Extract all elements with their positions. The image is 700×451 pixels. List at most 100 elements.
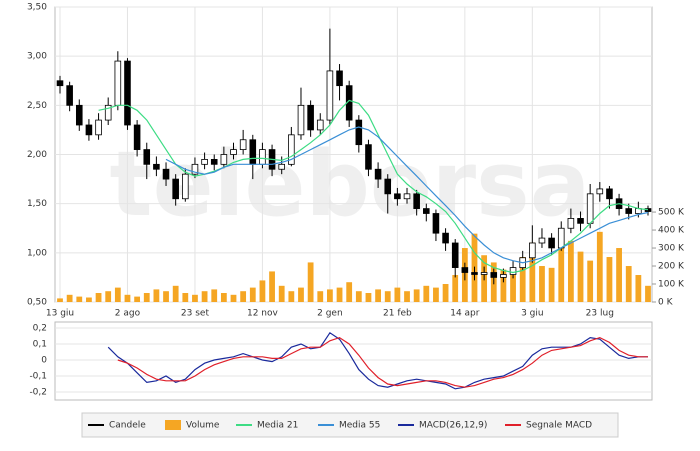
volume-bar	[500, 269, 507, 302]
volume-bar	[539, 266, 545, 302]
volume-bar	[201, 291, 208, 302]
volume-bar	[278, 285, 285, 302]
x-tick-label: 23 set	[181, 309, 210, 319]
candle-body	[596, 188, 604, 195]
volume-bar	[548, 267, 555, 302]
volume-bar	[288, 291, 295, 302]
y2-tick-label: 100 K	[658, 280, 685, 290]
volume-bar	[384, 291, 391, 302]
y2-tick-label: 400 K	[658, 226, 685, 236]
volume-bar	[375, 289, 381, 302]
volume-bar	[606, 257, 613, 302]
candle-body	[538, 237, 546, 244]
candle-body	[153, 163, 160, 170]
x-tick-label: 14 apr	[450, 309, 480, 319]
x-tick-label: 12 nov	[247, 309, 279, 319]
volume-bar	[510, 275, 516, 302]
volume-bar	[57, 298, 63, 302]
candle-body	[365, 144, 372, 170]
candle-body	[557, 227, 565, 249]
volume-bar	[336, 287, 343, 302]
legend-label: Segnale MACD	[526, 421, 592, 431]
candle-body	[104, 104, 112, 121]
y-tick-label: -0,2	[29, 388, 47, 398]
volume-bar	[346, 282, 353, 302]
volume-bar	[211, 289, 218, 302]
candle-body	[239, 139, 247, 150]
volume-bar	[114, 287, 121, 302]
candle-body	[529, 242, 536, 259]
line	[107, 331, 648, 390]
volume-bar	[452, 275, 459, 302]
candle-body	[307, 104, 314, 131]
candle-body	[461, 267, 469, 273]
volume-bar	[423, 285, 430, 302]
candle-body	[326, 70, 334, 121]
volume-bar	[404, 291, 410, 302]
candle-body	[75, 104, 83, 126]
candle-body	[509, 267, 517, 275]
candle-body	[432, 213, 440, 234]
x-tick-label: 23 lug	[586, 309, 614, 319]
candle-body	[374, 168, 382, 180]
candle-body	[172, 178, 179, 200]
candle-body	[480, 272, 488, 275]
volume-bar	[182, 293, 189, 302]
candle-body	[316, 119, 324, 131]
volume-bar	[413, 289, 420, 302]
y2-tick-label: 500 K	[658, 208, 685, 218]
y-tick-label: 0,1	[33, 340, 47, 350]
candle-body	[85, 124, 93, 136]
y-tick-label: 0,50	[27, 298, 47, 308]
volume-bar	[317, 291, 324, 302]
volume-bar	[433, 287, 439, 302]
candle-body	[201, 159, 208, 165]
volume-bar	[86, 297, 92, 302]
y-tick-label: -0,1	[29, 372, 47, 382]
y-tick-label: 3,00	[27, 52, 47, 62]
candle-body	[548, 237, 555, 249]
volume-bar	[230, 294, 237, 302]
candle-body	[423, 208, 430, 214]
volume-bar	[529, 242, 536, 302]
volume-bar	[298, 287, 304, 302]
volume-bar	[76, 296, 83, 302]
volume-bar	[134, 296, 141, 302]
volume-bar	[596, 231, 603, 302]
candle-body	[625, 208, 633, 214]
volume-bar	[394, 287, 401, 302]
candle-body	[567, 218, 575, 229]
candle-body	[403, 193, 411, 200]
volume-bar	[95, 293, 102, 302]
candle-body	[191, 163, 199, 175]
volume-bar	[577, 251, 584, 302]
volume-bar	[625, 266, 632, 302]
candle-body	[413, 193, 420, 209]
y2-tick-label: 0 K	[658, 298, 674, 308]
candle-body	[384, 178, 392, 195]
watermark: teleborsa	[110, 132, 591, 237]
candle-body	[471, 272, 478, 275]
candle-body	[249, 139, 257, 165]
candle-body	[451, 242, 459, 268]
candle-body	[278, 163, 285, 170]
legend-label: Candele	[109, 421, 146, 431]
legend-swatch	[165, 420, 181, 430]
candle-body	[336, 70, 343, 87]
line	[98, 99, 649, 274]
volume-bar	[153, 289, 160, 302]
volume-bar	[240, 291, 247, 302]
line	[165, 126, 649, 264]
volume-bar	[172, 285, 179, 302]
volume-bar	[558, 246, 565, 302]
candle-body	[220, 154, 228, 165]
y-tick-label: 2,00	[27, 150, 47, 160]
y-tick-label: 2,50	[27, 101, 47, 111]
candle-body	[230, 149, 237, 155]
volume-bar	[327, 289, 333, 302]
candle-body	[577, 218, 584, 224]
volume-bar	[220, 293, 227, 302]
volume-bar	[66, 294, 73, 302]
volume-bar	[442, 284, 449, 302]
